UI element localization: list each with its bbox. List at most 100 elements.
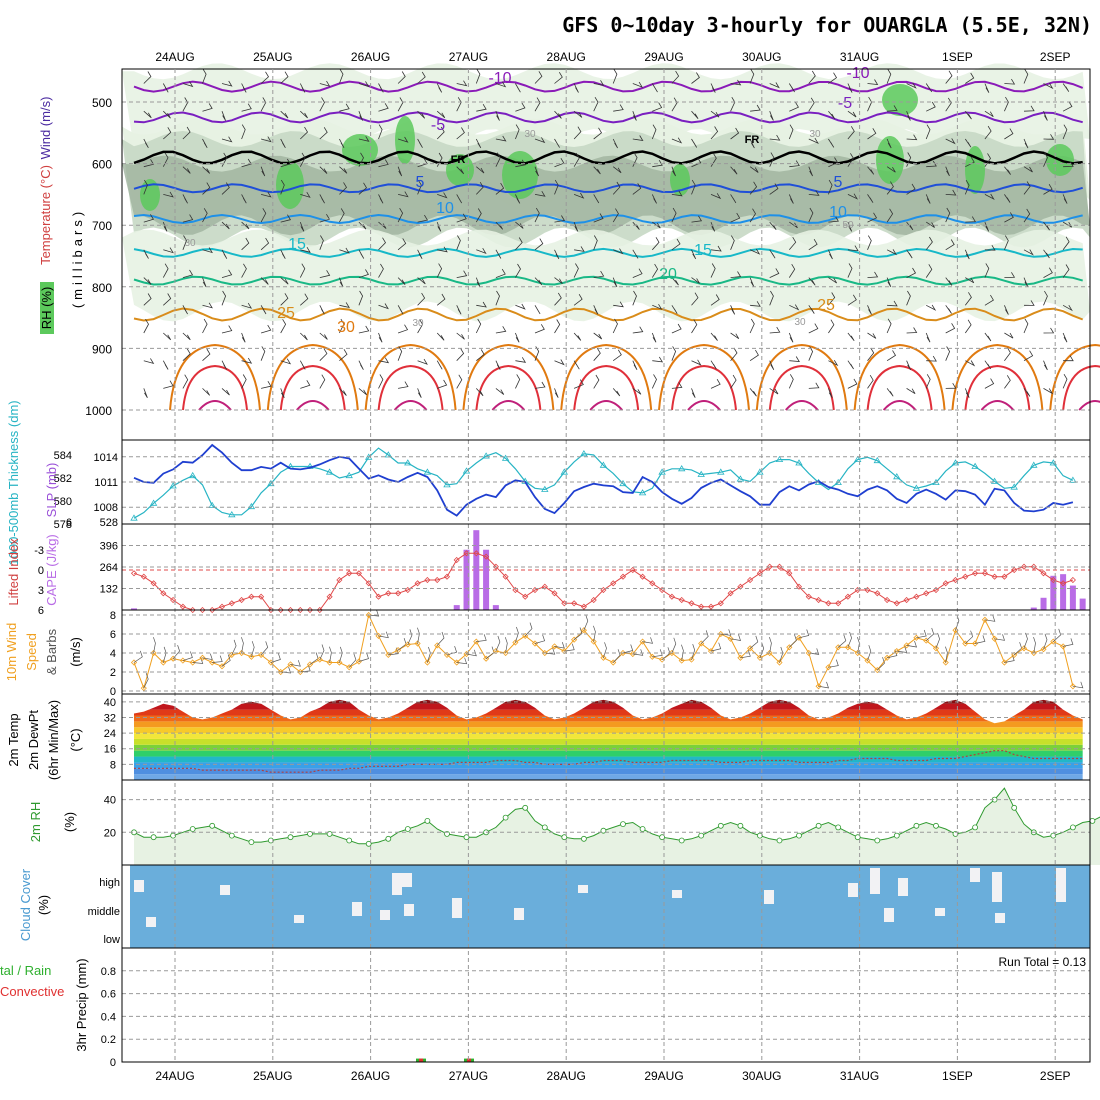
wind-barb — [994, 634, 1006, 641]
upper-wind-barb — [671, 207, 677, 223]
wind-barb — [466, 649, 477, 657]
rh2m-point — [463, 834, 470, 841]
upper-wind-barb — [495, 135, 507, 142]
upper-wind-barb — [378, 159, 389, 168]
upper-wind-barb — [515, 374, 521, 389]
upper-wind-barb — [260, 237, 270, 251]
upper-wind-barb — [182, 214, 194, 223]
upper-wind-barb — [612, 318, 618, 334]
upper-wind-barb — [515, 237, 523, 251]
slp-tick-label: 1008 — [94, 502, 118, 514]
upper-wind-barb — [398, 381, 409, 389]
isotherm-30-loop — [853, 343, 946, 411]
upper-wind-barb — [671, 190, 683, 197]
isotherm-40-loop — [296, 400, 330, 411]
upper-wind-barb — [965, 277, 975, 284]
upper-wind-barb — [495, 360, 501, 370]
upper-wind-barb — [573, 332, 582, 341]
upper-wind-barb — [808, 137, 819, 144]
upper-wind-barb — [867, 305, 872, 315]
upper-wind-barb — [964, 292, 972, 306]
rh2m-point — [1089, 818, 1096, 824]
wind-tick-label: 2 — [110, 667, 116, 679]
wind-speed-point — [258, 651, 265, 658]
wind-barb — [671, 637, 677, 654]
upper-wind-barb — [749, 318, 755, 334]
upper-wind-barb — [202, 138, 208, 149]
upper-wind-barb — [632, 135, 644, 142]
upper-wind-barb — [671, 238, 681, 251]
upper-wind-barb — [554, 319, 561, 334]
rh2m-point — [737, 822, 744, 829]
upper-wind-barb — [358, 388, 367, 396]
isotherm-30-loop — [755, 343, 848, 411]
day-tick-top: 27AUG — [449, 50, 488, 64]
upper-wind-barb — [730, 305, 736, 315]
upper-wind-barb — [847, 263, 853, 278]
day-tick-top: 31AUG — [840, 50, 879, 64]
upper-wind-barb — [221, 249, 228, 259]
upper-wind-barb — [515, 332, 520, 343]
wind-barb — [730, 634, 742, 641]
wind-barb — [495, 635, 501, 652]
upper-wind-barb — [1043, 82, 1054, 90]
upper-wind-barb — [554, 215, 566, 223]
wind-barb — [887, 649, 898, 659]
rh2m-point — [581, 835, 587, 842]
isotherm-30-loop — [462, 343, 555, 411]
upper-wind-barb — [964, 319, 972, 334]
isotherm-40-loop — [687, 400, 721, 411]
upper-wind-barb — [1004, 332, 1014, 339]
upper-wind-barb — [319, 97, 325, 112]
day-tick-top: 28AUG — [547, 50, 586, 64]
day-tick-top: 25AUG — [253, 50, 292, 64]
thickness-point — [677, 465, 686, 472]
thickness-point — [149, 499, 158, 506]
isotherm-40-loop — [1078, 400, 1100, 411]
lifted-index-point — [864, 586, 871, 594]
upper-wind-barb — [319, 80, 331, 87]
upper-wind-barb — [671, 382, 683, 389]
upper-wind-barb — [769, 268, 780, 278]
upper-wind-barb — [319, 194, 325, 204]
isotherm-40-loop — [980, 400, 1015, 411]
day-tick-top: 30AUG — [742, 50, 781, 64]
cape-bar — [1040, 597, 1047, 610]
isotherm-line — [133, 213, 1083, 225]
upper-wind-barb — [573, 293, 583, 306]
upper-wind-barb — [632, 111, 637, 121]
upper-wind-barb — [651, 83, 658, 93]
wind-barb — [143, 672, 149, 689]
upper-wind-barb — [436, 360, 443, 370]
upper-wind-barb — [789, 160, 800, 168]
upper-wind-barb — [221, 388, 230, 396]
upper-wind-barb — [749, 388, 757, 397]
upper-wind-barb — [710, 245, 722, 252]
upper-wind-barb — [163, 380, 174, 389]
upper-wind-barb — [828, 277, 838, 284]
wind-speed-point — [991, 635, 998, 642]
svg-text:6: 6 — [66, 517, 72, 529]
upper-wind-barb — [143, 110, 152, 119]
upper-wind-barb — [319, 235, 324, 250]
lifted-index-point — [717, 600, 724, 607]
upper-wind-barb — [1062, 194, 1068, 204]
upper-wind-barb — [691, 292, 699, 306]
upper-wind-barb — [202, 182, 211, 195]
wind-speed-point — [336, 659, 343, 666]
wind-barb — [378, 631, 389, 639]
upper-wind-barb — [593, 374, 600, 389]
thickness-point — [893, 473, 901, 480]
isotherm-30-loop — [951, 343, 1044, 411]
lifted-index-point — [1011, 566, 1018, 574]
precip-tick-label: 0.6 — [101, 989, 116, 1001]
upper-wind-barb — [182, 348, 191, 361]
wind-barb — [710, 642, 722, 652]
upper-wind-barb — [300, 246, 311, 253]
wind-tick-label: 0 — [110, 686, 116, 698]
wind-barb — [935, 632, 940, 649]
upper-wind-barb — [221, 360, 227, 370]
upper-wind-barb — [221, 269, 233, 278]
upper-wind-barb — [300, 191, 311, 198]
